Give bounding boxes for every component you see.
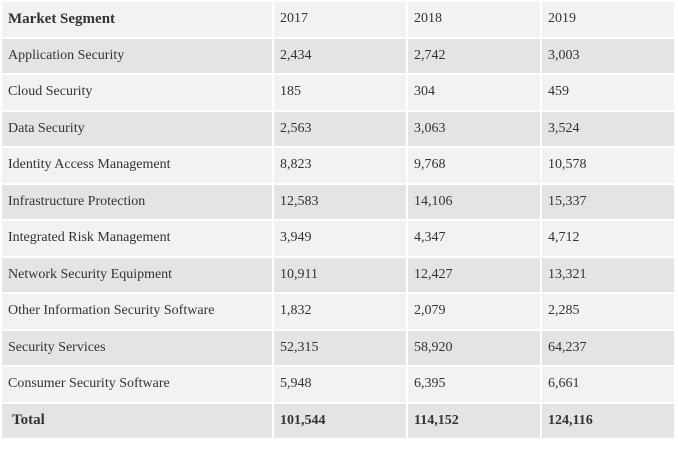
cell: 2,285 xyxy=(540,292,676,331)
cell: 2018 xyxy=(406,0,542,39)
cell: 2,079 xyxy=(406,292,542,331)
cell: 2,742 xyxy=(406,36,542,75)
cell: 3,003 xyxy=(540,36,676,75)
table-row: Market Segment 2017 2018 2019 xyxy=(0,0,676,39)
cell: 5,948 xyxy=(272,365,408,404)
table-row: Cloud Security 185 304 459 xyxy=(0,73,676,112)
table-row: Identity Access Management 8,823 9,768 10,5… xyxy=(0,146,676,185)
table-body: Market Segment 2017 2018 2019 Application Se… xyxy=(0,0,676,440)
cell: 459 xyxy=(540,73,676,112)
table-row: Integrated Risk Management 3,949 4,347 4,71… xyxy=(0,219,676,258)
cell: 12,427 xyxy=(406,255,542,294)
row-label: Application Security xyxy=(0,36,274,75)
row-label: Other Information Security Software xyxy=(0,292,274,331)
cell: 1,832 xyxy=(272,292,408,331)
table-row: Infrastructure Protection 12,583 14,106 15,… xyxy=(0,182,676,221)
table-row: Network Security Equipment 10,911 12,427 13… xyxy=(0,255,676,294)
cell: 304 xyxy=(406,73,542,112)
cell: 6,395 xyxy=(406,365,542,404)
cell: 64,237 xyxy=(540,328,676,367)
cell: 114,152 xyxy=(406,401,542,440)
cell: 2,434 xyxy=(272,36,408,75)
row-label: Network Security Equipment xyxy=(0,255,274,294)
cell: 101,544 xyxy=(272,401,408,440)
cell: 124,116 xyxy=(540,401,676,440)
table-row: Application Security 2,434 2,742 3,003 xyxy=(0,36,676,75)
row-label: Identity Access Management xyxy=(0,146,274,185)
cell: 6,661 xyxy=(540,365,676,404)
cell: 3,063 xyxy=(406,109,542,148)
cell: 12,583 xyxy=(272,182,408,221)
row-label: Total xyxy=(0,401,274,440)
row-label: Consumer Security Software xyxy=(0,365,274,404)
cell: 13,321 xyxy=(540,255,676,294)
cell: 52,315 xyxy=(272,328,408,367)
row-label: Cloud Security xyxy=(0,73,274,112)
cell: 9,768 xyxy=(406,146,542,185)
cell: 3,524 xyxy=(540,109,676,148)
table-row: Consumer Security Software 5,948 6,395 6,66… xyxy=(0,365,676,404)
table-row: Data Security 2,563 3,063 3,524 xyxy=(0,109,676,148)
row-label: Integrated Risk Management xyxy=(0,219,274,258)
table-row: Total 101,544 114,152 124,116 xyxy=(0,401,676,440)
cell: 8,823 xyxy=(272,146,408,185)
row-label: Market Segment xyxy=(0,0,274,39)
cell: 3,949 xyxy=(272,219,408,258)
cell: 4,712 xyxy=(540,219,676,258)
row-label: Data Security xyxy=(0,109,274,148)
row-label: Infrastructure Protection xyxy=(0,182,274,221)
cell: 2,563 xyxy=(272,109,408,148)
table-row: Other Information Security Software 1,832… xyxy=(0,292,676,331)
table-row: Security Services 52,315 58,920 64,237 xyxy=(0,328,676,367)
row-label: Security Services xyxy=(0,328,274,367)
market-table: Market Segment 2017 2018 2019 Application Se… xyxy=(0,0,676,440)
cell: 10,578 xyxy=(540,146,676,185)
cell: 2019 xyxy=(540,0,676,39)
cell: 15,337 xyxy=(540,182,676,221)
cell: 2017 xyxy=(272,0,408,39)
cell: 185 xyxy=(272,73,408,112)
cell: 14,106 xyxy=(406,182,542,221)
cell: 10,911 xyxy=(272,255,408,294)
cell: 58,920 xyxy=(406,328,542,367)
cell: 4,347 xyxy=(406,219,542,258)
